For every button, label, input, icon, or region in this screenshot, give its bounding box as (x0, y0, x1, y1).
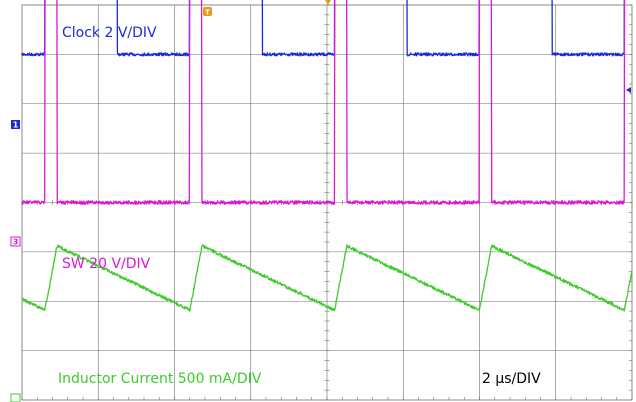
inductor-current-label: Inductor Current 500 mA/DIV (58, 371, 262, 387)
trigger-marker-letter: T (205, 9, 210, 17)
waveform-traces (21, 0, 633, 312)
sw-waveform (21, 0, 626, 205)
timebase-label: 2 μs/DIV (482, 371, 541, 387)
channel-4-marker (10, 393, 21, 402)
channel-1-marker-number: 1 (13, 121, 19, 130)
level-arrow-icon (626, 87, 631, 93)
trigger-marker: T (203, 7, 212, 17)
inductor-current-waveform (21, 244, 633, 312)
channel-3-marker-number: 3 (13, 238, 19, 247)
sw-channel-label: SW 20 V/DIV (62, 256, 151, 272)
clock-waveform (21, 0, 625, 57)
channel-3-marker: 3 (10, 236, 21, 247)
center-position-icon (325, 0, 331, 5)
clock-channel-label: Clock 2 V/DIV (62, 25, 157, 41)
channel-1-marker: 1 (11, 120, 20, 130)
